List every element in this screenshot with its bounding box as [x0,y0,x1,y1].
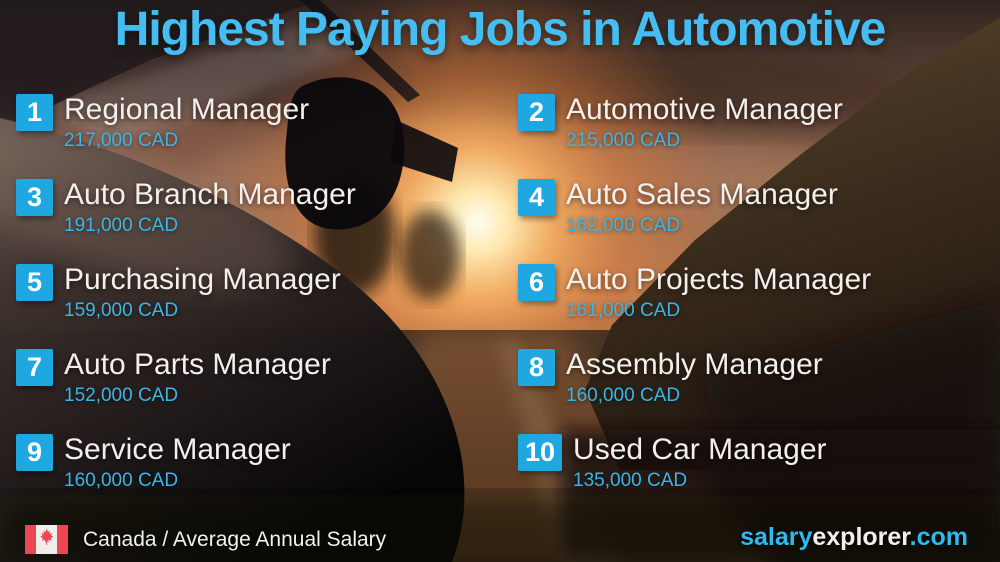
rank-badge: 4 [518,179,555,216]
brand-part-explorer: explorer [812,523,910,551]
job-salary: 159,000 CAD [64,299,179,321]
job-title: Automotive Manager [566,93,843,126]
job-title: Auto Parts Manager [64,348,331,381]
rank-badge: 1 [16,94,53,131]
list-item-4: 4 Auto Sales Manager 162,000 CAD [518,179,988,264]
canada-flag-icon [25,525,68,554]
footer-caption: Canada / Average Annual Salary [25,525,386,554]
job-salary: 162,000 CAD [566,214,681,236]
job-salary: 135,000 CAD [573,469,688,491]
job-title: Service Manager [64,433,291,466]
job-title: Assembly Manager [566,348,823,381]
job-salary: 160,000 CAD [64,469,179,491]
list-item-6: 6 Auto Projects Manager 161,000 CAD [518,264,988,349]
list-item-3: 3 Auto Branch Manager 191,000 CAD [16,179,518,264]
list-item-10: 10 Used Car Manager 135,000 CAD [518,434,988,519]
list-item-9: 9 Service Manager 160,000 CAD [16,434,518,519]
rank-badge: 6 [518,264,555,301]
job-title: Auto Sales Manager [566,178,838,211]
brand-part-com: .com [909,523,968,551]
job-salary: 161,000 CAD [566,299,681,321]
rank-badge: 5 [16,264,53,301]
rank-badge: 3 [16,179,53,216]
list-item-1: 1 Regional Manager 217,000 CAD [16,94,518,179]
job-title: Purchasing Manager [64,263,341,296]
rank-badge: 7 [16,349,53,386]
job-title: Auto Projects Manager [566,263,872,296]
list-item-2: 2 Automotive Manager 215,000 CAD [518,94,988,179]
job-salary: 215,000 CAD [566,129,681,151]
rank-badge: 9 [16,434,53,471]
job-title: Regional Manager [64,93,310,126]
job-salary: 152,000 CAD [64,384,179,406]
jobs-list: 1 Regional Manager 217,000 CAD 2 Automot… [16,94,988,519]
brand-logo: salaryexplorer.com [740,523,968,552]
job-title: Used Car Manager [573,433,827,466]
list-item-5: 5 Purchasing Manager 159,000 CAD [16,264,518,349]
list-item-7: 7 Auto Parts Manager 152,000 CAD [16,349,518,434]
rank-badge: 8 [518,349,555,386]
list-item-8: 8 Assembly Manager 160,000 CAD [518,349,988,434]
job-salary: 191,000 CAD [64,214,179,236]
job-salary: 217,000 CAD [64,129,179,151]
job-salary: 160,000 CAD [566,384,681,406]
footer-label: Canada / Average Annual Salary [83,527,387,551]
rank-badge: 2 [518,94,555,131]
brand-part-salary: salary [740,523,813,551]
job-title: Auto Branch Manager [64,178,356,211]
page-title: Highest Paying Jobs in Automotive [114,3,887,56]
rank-badge: 10 [518,434,563,471]
